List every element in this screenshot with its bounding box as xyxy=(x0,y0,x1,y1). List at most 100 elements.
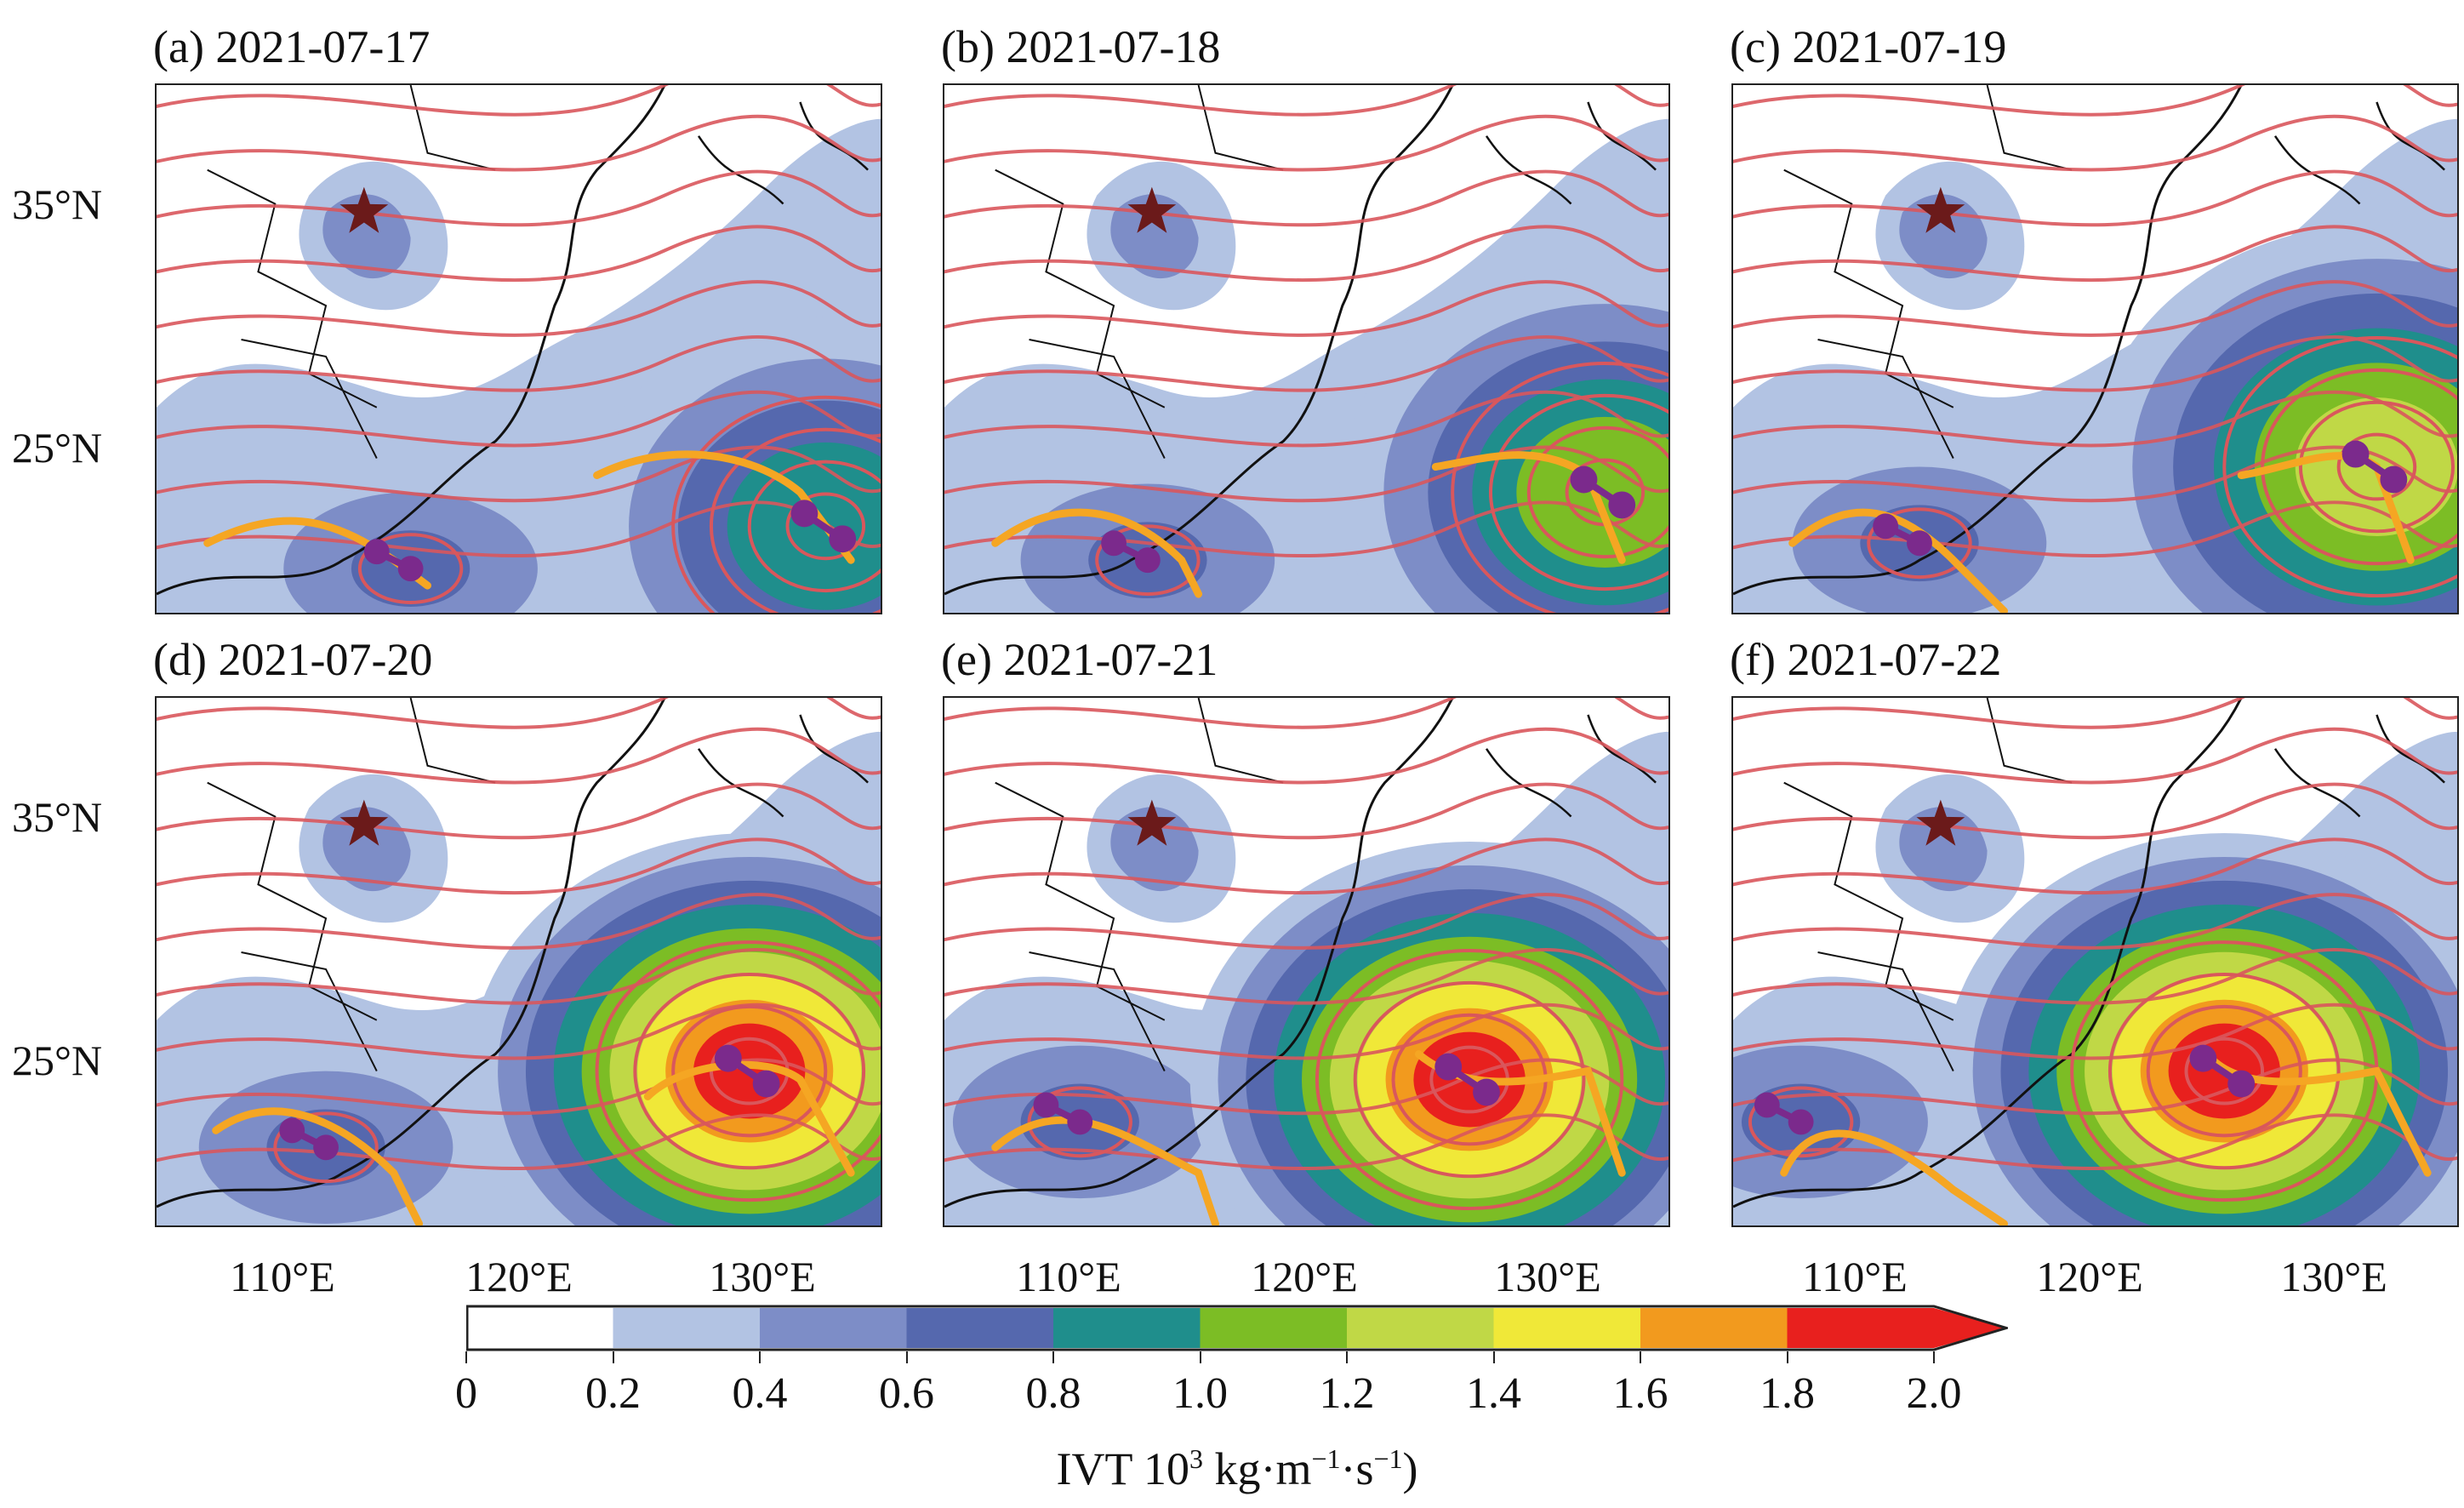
streamline-vortex xyxy=(2184,1037,2265,1105)
panel-title: (b) 2021-07-18 xyxy=(941,21,1221,72)
streamline xyxy=(1733,280,2457,337)
colorbar-tick-label: 0.2 xyxy=(585,1369,641,1418)
typhoon-center-icon xyxy=(2380,466,2408,494)
streamline xyxy=(1733,837,2457,895)
island-outlines xyxy=(2273,714,2445,818)
streamline-vortex xyxy=(1526,426,1668,559)
typhoon-center-icon xyxy=(279,1117,305,1144)
streamline xyxy=(944,782,1668,840)
streamline xyxy=(157,114,881,172)
colorbar-tick-label: 0.4 xyxy=(732,1369,788,1418)
star-icon xyxy=(1127,799,1177,846)
streamline xyxy=(944,169,1668,227)
latitude-label: 25°N xyxy=(12,1037,103,1084)
colorbar-swatch xyxy=(613,1308,760,1348)
coastline xyxy=(157,698,666,1208)
streamline-vortex xyxy=(1748,1086,1854,1158)
typhoon-track xyxy=(991,508,1203,598)
streamline-vortex xyxy=(709,427,881,613)
star-icon xyxy=(339,186,389,233)
longitude-label: 130°E xyxy=(709,1253,816,1300)
colorbar-swatch xyxy=(1053,1308,1201,1348)
colorbar-tick-label: 1.8 xyxy=(1760,1369,1815,1418)
longitude-label: 120°E xyxy=(2036,1253,2143,1300)
streamline-vortex xyxy=(1353,980,1586,1179)
typhoon-center-icon xyxy=(1608,491,1636,519)
streamline-vortex xyxy=(1489,393,1668,591)
streamline xyxy=(1733,893,2457,950)
streamline-vortex xyxy=(1867,507,1972,580)
longitude-label: 130°E xyxy=(1494,1253,1601,1300)
star-icon xyxy=(1916,186,1965,233)
longitude-label: 130°E xyxy=(2280,1253,2387,1300)
longitude-label: 120°E xyxy=(1251,1253,1358,1300)
island-outlines xyxy=(697,714,869,818)
typhoon-center-icon xyxy=(1788,1109,1814,1135)
ivt-map xyxy=(1733,85,2457,613)
streamline xyxy=(944,947,1668,1005)
streamline xyxy=(944,334,1668,392)
colorbar-tick xyxy=(1346,1351,1348,1363)
streamline-vortex xyxy=(357,533,464,605)
coastline xyxy=(1733,698,2243,1208)
latitude-label: 35°N xyxy=(12,793,103,841)
streamline xyxy=(1733,334,2457,392)
colorbar-swatch xyxy=(1640,1308,1788,1348)
streamline-vortex xyxy=(671,1004,828,1138)
streamline xyxy=(1733,445,2457,503)
colorbar-outline xyxy=(465,1305,2011,1351)
streamline xyxy=(944,1113,1668,1171)
streamline-vortex xyxy=(595,940,881,1202)
streamline xyxy=(944,85,1668,117)
streamline xyxy=(944,390,1668,448)
streamline xyxy=(157,334,881,392)
streamline xyxy=(944,893,1668,950)
typhoon-track xyxy=(593,450,855,564)
typhoon-center-icon xyxy=(397,556,424,582)
streamline xyxy=(944,114,1668,172)
streamline-vortex xyxy=(2261,368,2457,566)
typhoon-center-icon xyxy=(2227,1070,2256,1098)
colorbar-label-sup2: −1 xyxy=(1311,1443,1341,1474)
map-panel xyxy=(1731,83,2459,614)
typhoon-center-icon xyxy=(1473,1078,1500,1106)
colorbar-tick xyxy=(1786,1351,1788,1363)
panel-title: (e) 2021-07-21 xyxy=(941,634,1218,685)
streamline-vortex xyxy=(1451,361,1668,613)
colorbar-label-mid: ·s xyxy=(1340,1443,1374,1494)
map-panel xyxy=(943,83,1670,614)
streamline xyxy=(944,225,1668,283)
streamline xyxy=(944,445,1668,503)
longitude-label: 110°E xyxy=(1802,1253,1908,1300)
colorbar-label-end: ) xyxy=(1402,1443,1418,1494)
streamline-vortex xyxy=(1027,1086,1132,1158)
typhoon-center-icon xyxy=(829,525,857,553)
colorbar-tick xyxy=(1199,1351,1201,1363)
colorbar-label: IVT 103 kg·m−1·s−1) xyxy=(1056,1442,1417,1495)
colorbar-swatch xyxy=(760,1308,907,1348)
streamline xyxy=(944,500,1668,558)
colorbar-label-rest: kg·m xyxy=(1202,1443,1312,1494)
streamline xyxy=(157,225,881,283)
colorbar-tick-label: 2.0 xyxy=(1906,1369,1962,1418)
streamline-vortex xyxy=(2222,336,2457,598)
streamline xyxy=(1733,85,2457,117)
colorbar-tick-label: 0.6 xyxy=(879,1369,934,1418)
typhoon-center-icon xyxy=(1134,547,1161,574)
map-panel xyxy=(943,696,1670,1227)
streamline-vortex xyxy=(2146,1004,2302,1138)
colorbar-swatch xyxy=(466,1308,613,1348)
streamline xyxy=(157,1113,881,1171)
typhoon-center-icon xyxy=(2341,440,2370,468)
streamline xyxy=(1733,169,2457,227)
streamline xyxy=(944,1058,1668,1116)
streamline xyxy=(944,1002,1668,1060)
streamline-vortex xyxy=(785,492,866,561)
typhoon-center-icon xyxy=(313,1134,339,1161)
typhoon-center-icon xyxy=(1907,530,1932,557)
colorbar-tick xyxy=(1052,1351,1054,1363)
streamline xyxy=(157,698,881,729)
longitude-label: 110°E xyxy=(1016,1253,1121,1300)
typhoon-track xyxy=(991,1116,1219,1225)
colorbar-label-main: IVT 10 xyxy=(1056,1443,1189,1494)
